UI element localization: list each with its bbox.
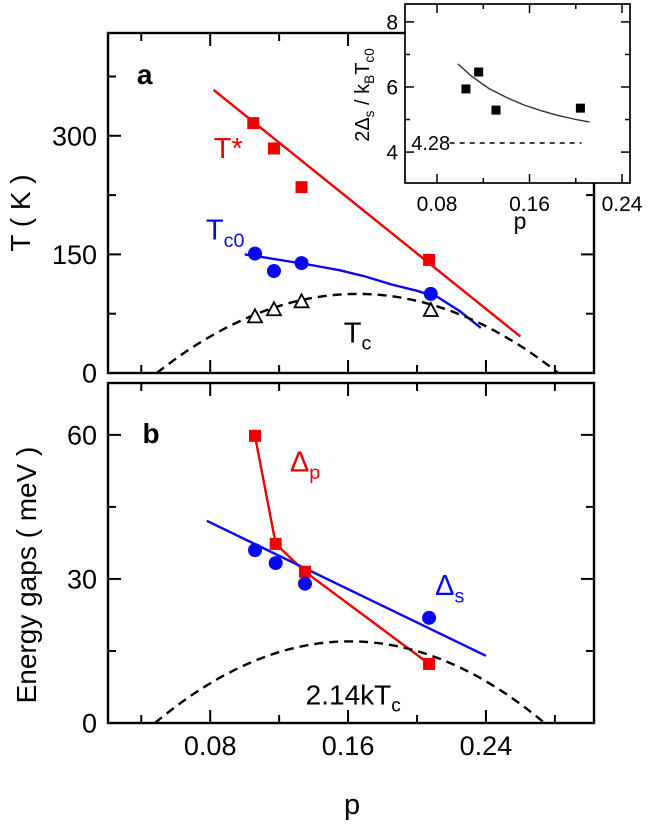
tc-point xyxy=(265,300,283,317)
panel-a-annotation-1: Tc0 xyxy=(206,215,245,252)
panel-b-xlabel: p xyxy=(344,789,360,821)
chart-panel-b: 0.08 0.16 0.24 0 30 60 Energy gaps ( meV ) p b Δp… xyxy=(11,381,596,821)
t-star-point xyxy=(295,181,308,194)
inset-xtick-label: 0.24 xyxy=(602,193,643,216)
delta-p-point xyxy=(269,537,282,550)
gap-ratio-line xyxy=(457,63,590,123)
panel-b-ylabel: Energy gaps ( meV ) xyxy=(11,447,42,704)
panel-a-annotation-0: T* xyxy=(214,133,243,165)
inset-ticks xyxy=(405,4,630,183)
tc0-point xyxy=(266,264,281,278)
inset-ytick-label: 8 xyxy=(386,11,398,34)
tc-line xyxy=(156,292,560,374)
panel-letter-b: b xyxy=(143,418,160,449)
t-star-point xyxy=(423,253,436,266)
panel-b-xtick-label: 0.24 xyxy=(460,731,513,761)
tc0-point xyxy=(423,286,438,301)
inset-xtick-label: 0.08 xyxy=(417,193,458,216)
t-star-point xyxy=(247,117,260,130)
panel-b-xtick-label: 0.16 xyxy=(322,731,375,761)
panel-b-xtick-label: 0.08 xyxy=(184,731,237,761)
panel-b-ytick-label: 60 xyxy=(67,421,97,451)
panel-a-ytick-label: 0 xyxy=(82,359,97,389)
panel-b-annotation-0: Δp xyxy=(290,447,320,484)
gap-ratio-point xyxy=(575,103,585,113)
inset-xlabel: p xyxy=(514,208,527,234)
delta-s-point xyxy=(248,543,263,558)
panel-b-ytick-label: 0 xyxy=(82,709,97,739)
delta-s-point xyxy=(422,610,437,625)
delta-p-line xyxy=(253,435,430,665)
tc-point xyxy=(246,307,264,324)
tc0-line xyxy=(244,253,482,329)
panel-b-ticks xyxy=(108,383,594,724)
delta-s-point xyxy=(268,556,283,571)
tc-point xyxy=(293,292,311,309)
gap-ratio-point xyxy=(474,67,484,77)
chart-inset: 0.08 0.16 0.24 4 6 8 2Δs / kBTc0 p 4.28 xyxy=(352,3,643,234)
panel-b-ytick-label: 30 xyxy=(67,565,97,595)
bcs-gap-line xyxy=(154,640,546,724)
inset-background xyxy=(405,4,630,183)
inset-ylabel: 2Δs / kBTc0 xyxy=(352,48,377,142)
inset-ytick-label: 4 xyxy=(386,142,398,165)
delta-p-point xyxy=(423,657,436,670)
delta-s-point xyxy=(297,576,312,591)
delta-s-line xyxy=(206,519,487,657)
tc0-point xyxy=(294,256,309,271)
panel-a-ytick-label: 300 xyxy=(52,122,97,152)
t-star-line xyxy=(212,88,522,338)
delta-p-point xyxy=(249,429,262,442)
panel-a-frame xyxy=(106,31,596,375)
inset-ytick-label: 6 xyxy=(386,77,398,100)
panel-b-frame xyxy=(106,381,596,725)
tc-point xyxy=(422,301,440,317)
panel-b-annotation-2: 2.14kTc xyxy=(306,679,402,716)
inset-frame xyxy=(404,3,631,184)
t-star-point xyxy=(267,142,280,155)
gap-ratio-point xyxy=(491,105,501,115)
inset-xtick-label: 0.16 xyxy=(509,193,550,216)
delta-p-point xyxy=(298,565,311,578)
inset-annotation-0: 4.28 xyxy=(411,133,450,155)
panel-letter-a: a xyxy=(137,59,153,90)
panel-a-annotation-2: Tc xyxy=(344,317,372,354)
panel-b-annotation-1: Δs xyxy=(435,570,464,607)
chart-panel-a: 0 150 300 T ( K ) a T* Tc0 Tc xyxy=(5,31,596,389)
gap-ratio-point xyxy=(461,84,471,94)
panel-a-ytick-label: 150 xyxy=(52,240,97,270)
panel-a-ylabel: T ( K ) xyxy=(5,174,36,251)
tc0-point xyxy=(248,246,263,261)
